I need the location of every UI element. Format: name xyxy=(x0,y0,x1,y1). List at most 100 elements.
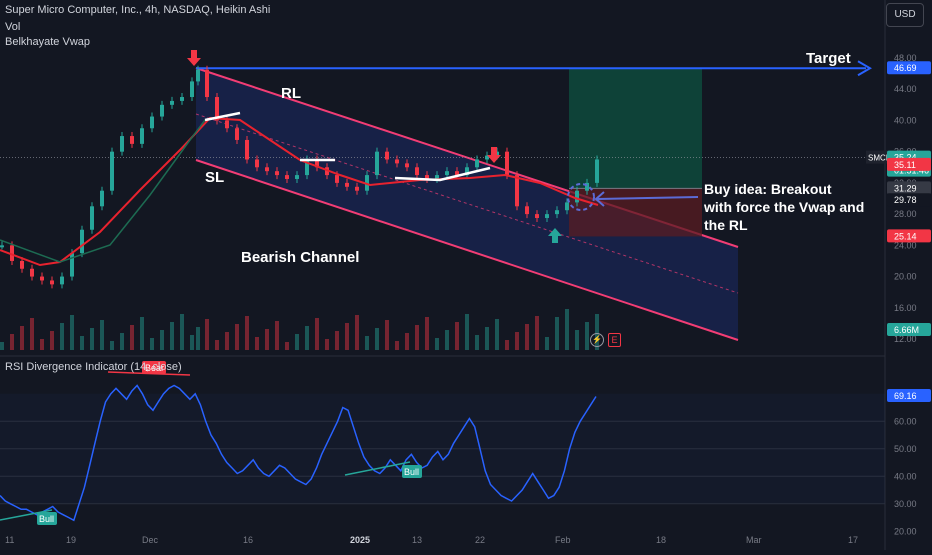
volume-indicator-label[interactable]: Vol xyxy=(5,21,21,33)
currency-button[interactable]: USD xyxy=(886,3,924,27)
candle-body xyxy=(585,182,589,191)
price-tag xyxy=(887,193,931,207)
candle-body xyxy=(345,182,349,187)
volume-bar xyxy=(120,333,124,350)
candle-body xyxy=(565,202,569,211)
price-tag-label: 35.11 xyxy=(894,160,916,170)
vwap-segment-white xyxy=(394,166,491,182)
arrow-down-icon xyxy=(487,147,501,163)
price-tag-label: 25.14 xyxy=(894,231,917,241)
symbol-tag-label: SMCI xyxy=(868,154,888,163)
candle-body xyxy=(120,136,124,152)
volume-bar xyxy=(355,315,359,350)
callout-arrowhead xyxy=(594,191,605,207)
volume-bar xyxy=(110,341,114,350)
volume-bar xyxy=(575,330,579,350)
candle-body xyxy=(50,280,54,285)
candle-body xyxy=(405,163,409,168)
volume-bar xyxy=(535,316,539,350)
volume-bar xyxy=(235,324,239,350)
bull-divergence-line xyxy=(344,461,411,476)
volume-bar xyxy=(205,319,209,350)
volume-bar xyxy=(405,333,409,350)
rsi-tick-label: 50.00 xyxy=(894,444,917,454)
candle-body xyxy=(160,104,164,117)
candle-body xyxy=(180,97,184,101)
symbol-title[interactable]: Super Micro Computer, Inc., 4h, NASDAQ, … xyxy=(5,4,271,16)
symbol-tag xyxy=(866,150,888,164)
buy-idea-annotation: Buy idea: Breakout xyxy=(704,181,832,197)
time-tick-label: 13 xyxy=(412,535,422,545)
candle-body xyxy=(170,100,174,105)
volume-bar xyxy=(10,334,14,350)
target-arrowhead xyxy=(857,60,872,77)
candle-body xyxy=(90,206,94,230)
volume-bar xyxy=(100,320,104,350)
price-tag xyxy=(887,157,931,171)
channel-annotation: Bearish Channel xyxy=(241,249,359,266)
candle-body xyxy=(130,136,134,144)
bearish-channel-fill xyxy=(196,68,738,340)
volume-bar xyxy=(90,328,94,350)
volume-bar xyxy=(345,323,349,350)
profit-zone xyxy=(569,68,702,189)
time-tick-label: Mar xyxy=(746,535,762,545)
price-tag xyxy=(887,61,931,75)
volume-bar xyxy=(70,315,74,350)
loss-zone xyxy=(569,188,702,237)
arrow-up-icon xyxy=(548,228,562,243)
volume-bar xyxy=(385,320,389,350)
candle-body xyxy=(475,159,479,168)
price-tag-label: 46.69 xyxy=(894,63,917,73)
candle-body xyxy=(315,159,319,168)
volume-bar xyxy=(130,325,134,350)
candle-body xyxy=(515,175,519,207)
volume-bar xyxy=(555,317,559,350)
volume-bar xyxy=(395,341,399,350)
candle-body xyxy=(505,151,509,176)
price-tick-label: 48.00 xyxy=(894,53,917,63)
arrow-down-icon xyxy=(187,50,201,66)
ma-line xyxy=(0,119,206,263)
volume-bar xyxy=(475,335,479,350)
candle-body xyxy=(395,159,399,164)
candle-body xyxy=(445,171,449,176)
price-tag-label: 31.29 xyxy=(894,183,917,193)
rsi-indicator-label[interactable]: RSI Divergence Indicator (14, close) xyxy=(5,361,182,373)
volume-bar xyxy=(485,327,489,350)
lightning-icon[interactable]: ⚡ xyxy=(590,333,604,347)
vwap-indicator-label[interactable]: Belkhayate Vwap xyxy=(5,36,90,48)
volume-bar xyxy=(325,339,329,350)
rsi-value-tag xyxy=(887,389,931,403)
channel-midline xyxy=(195,113,739,294)
price-tag-label: 29.78 xyxy=(894,195,917,205)
volume-bar xyxy=(180,314,184,350)
time-tick-label: 22 xyxy=(475,535,485,545)
volume-bar xyxy=(315,318,319,350)
time-tick-label: 18 xyxy=(656,535,666,545)
price-tick-label: 40.00 xyxy=(894,115,917,125)
channel-lower-line xyxy=(195,159,739,341)
candle-body xyxy=(215,97,219,121)
volume-bar xyxy=(30,318,34,350)
time-tick-label: 17 xyxy=(848,535,858,545)
earnings-icon[interactable]: E xyxy=(608,333,621,347)
candle-body xyxy=(305,159,309,176)
volume-bar xyxy=(595,314,599,350)
volume-bar xyxy=(150,338,154,350)
volume-bar xyxy=(225,332,229,350)
volume-bar xyxy=(160,330,164,350)
buy-idea-annotation: with force the Vwap and xyxy=(703,199,864,215)
volume-bar xyxy=(140,317,144,350)
time-tick-label: 19 xyxy=(66,535,76,545)
volume-bar xyxy=(305,326,309,350)
candle-body xyxy=(595,159,599,183)
price-tick-label: 20.00 xyxy=(894,272,917,282)
time-tick-label: 16 xyxy=(243,535,253,545)
price-tag-label: 35.24 xyxy=(894,153,917,163)
candle-body xyxy=(555,210,559,215)
candle-body xyxy=(60,276,64,285)
volume-bar xyxy=(545,337,549,350)
